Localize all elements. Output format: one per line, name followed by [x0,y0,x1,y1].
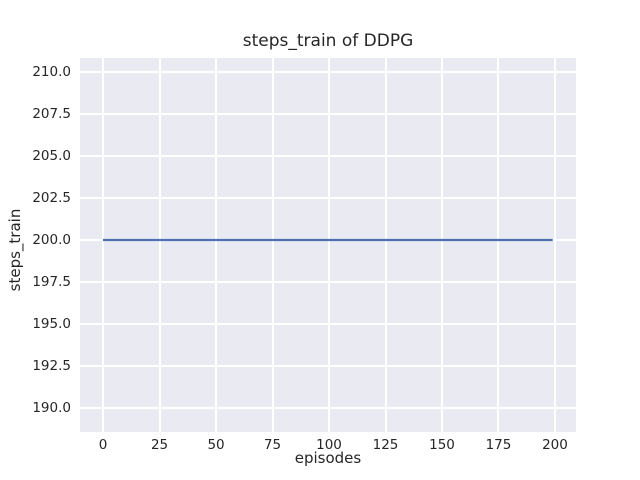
x-axis-label: episodes [294,449,362,467]
x-tick-label: 50 [207,437,225,453]
x-tick-label: 0 [98,437,108,453]
y-gridline [80,112,576,115]
y-tick-label: 197.5 [32,273,71,290]
y-gridline [80,364,576,367]
y-gridline [80,406,576,409]
x-tick-label: 200 [542,437,568,453]
x-gridline [271,58,274,432]
y-gridline [80,196,576,199]
y-gridline [80,322,576,325]
y-tick-label: 205.0 [32,147,71,164]
y-tick-label: 200.0 [32,231,71,248]
line-chart-svg [103,238,553,242]
x-gridline [497,58,500,432]
x-tick-label: 150 [429,437,455,453]
x-tick-label: 175 [485,437,512,453]
y-gridline [80,154,576,157]
y-tick-label: 192.5 [32,357,71,374]
x-tick-label: 75 [263,437,282,453]
y-gridline [80,280,576,283]
y-tick-label: 210.0 [32,63,71,80]
x-gridline [441,58,443,432]
x-gridline [102,58,105,432]
y-gridline [80,70,576,73]
y-tick-label: 207.5 [32,105,71,122]
y-tick-label: 202.5 [32,189,71,206]
chart-title: steps_train of DDPG [242,31,414,51]
x-tick-label: 125 [372,437,399,453]
x-gridline [215,58,218,432]
plot-area [80,58,576,432]
x-tick-label: 100 [316,437,342,453]
y-tick-label: 195.0 [32,315,71,332]
x-tick-label: 25 [150,437,169,453]
y-tick-label: 190.0 [32,399,71,416]
x-gridline [384,58,387,432]
x-gridline [553,58,556,432]
x-gridline [158,58,161,432]
x-gridline [328,58,331,432]
